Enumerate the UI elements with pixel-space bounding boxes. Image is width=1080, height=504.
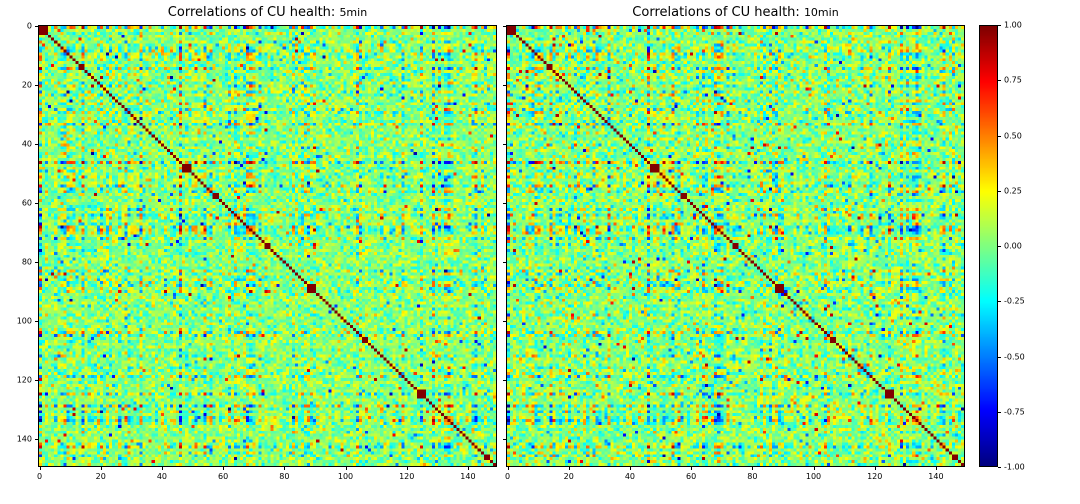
panel-title-10min: Correlations of CU health: 10min [506, 5, 965, 20]
heatmap-canvas-5min [39, 26, 496, 466]
x-tick-label: 140 [928, 472, 944, 481]
axes-5min [38, 25, 497, 467]
x-tick-label: 20 [95, 472, 106, 481]
colorbar-tick-mark [998, 411, 1001, 413]
y-tick-label: 0 [26, 21, 32, 31]
colorbar-tick-label: -0.25 [1004, 296, 1025, 306]
x-tick-label: 80 [747, 472, 758, 481]
heatmap-panel-5min: Correlations of CU health: 5min 0 20 40 60 8… [17, 0, 497, 504]
y-tick-label: 20 [21, 80, 32, 90]
x-tick-label: 120 [867, 472, 883, 481]
y-tick-label: 120 [16, 375, 32, 385]
panel-title-text: Correlations of CU health: [632, 5, 804, 20]
x-tick-label: 60 [686, 472, 697, 481]
x-tick-label: 80 [279, 472, 290, 481]
x-tick-mark [467, 467, 469, 470]
x-tick-label: 60 [218, 472, 229, 481]
x-tick-mark [691, 467, 693, 470]
x-tick-mark [935, 467, 937, 470]
colorbar-tick-mark [998, 301, 1001, 303]
colorbar-tick-mark [998, 190, 1001, 192]
x-tick-mark [874, 467, 876, 470]
x-tick-label: 120 [399, 472, 415, 481]
axes-10min [506, 25, 965, 467]
x-tick-mark [813, 467, 815, 470]
colorbar-tick-label: 0.75 [1004, 75, 1022, 85]
panel-title-suffix: 10min [803, 6, 839, 19]
x-tick-mark [507, 467, 509, 470]
colorbar-tick-mark [998, 246, 1001, 247]
x-tick-label: 100 [805, 472, 822, 481]
y-tick-label: 100 [16, 316, 32, 326]
heatmap-canvas-10min [507, 26, 964, 466]
colorbar-tick-label: 1.00 [1004, 20, 1022, 30]
x-tick-mark [223, 467, 225, 470]
x-tick-mark [345, 467, 347, 470]
x-tick-mark [568, 467, 570, 470]
colorbar-tick-mark [998, 467, 1001, 468]
panel-title-text: Correlations of CU health: [167, 5, 340, 20]
x-tick-label: 140 [460, 472, 476, 481]
x-tick-mark [752, 467, 754, 470]
colorbar-tick-label: -0.75 [1004, 407, 1025, 417]
x-tick-mark [161, 467, 163, 470]
colorbar-tick-mark [998, 80, 1001, 82]
panel-title-5min: Correlations of CU health: 5min [38, 5, 497, 20]
colorbar-tick-label: 0.25 [1004, 186, 1022, 196]
panel-title-suffix: 5min [339, 6, 368, 19]
x-tick-label: 20 [563, 472, 574, 481]
colorbar-tick-mark [998, 356, 1001, 358]
x-tick-label: 40 [156, 472, 168, 481]
colorbar-canvas [980, 26, 997, 466]
x-tick-mark [100, 467, 102, 470]
colorbar-tick-mark [998, 135, 1001, 137]
colorbar-tick-mark [998, 25, 1001, 26]
colorbar-tick-label: -1.00 [1004, 462, 1025, 472]
x-tick-mark [406, 467, 408, 470]
colorbar-frame [979, 25, 998, 467]
x-tick-mark [284, 467, 286, 470]
x-tick-mark [629, 467, 631, 470]
y-tick-label: 140 [16, 434, 32, 444]
y-tick-label: 40 [21, 139, 32, 149]
x-tick-mark [39, 467, 41, 470]
x-tick-label: 0 [504, 472, 511, 481]
colorbar-tick-label: -0.50 [1004, 352, 1025, 361]
colorbar-tick-label: 0.50 [1004, 131, 1022, 140]
x-tick-label: 0 [36, 472, 43, 481]
y-tick-label: 80 [21, 257, 32, 267]
colorbar-tick-label: 0.00 [1004, 241, 1022, 251]
heatmap-panel-10min: Correlations of CU health: 10min 0 20 40 60… [503, 0, 965, 504]
x-tick-label: 100 [337, 472, 354, 481]
x-tick-label: 40 [624, 472, 636, 481]
colorbar: 1.00 0.75 0.50 0.25 0.00 -0.25 -0.50 -0.75 -1.00 [979, 21, 1025, 472]
y-tick-label: 60 [21, 198, 32, 208]
